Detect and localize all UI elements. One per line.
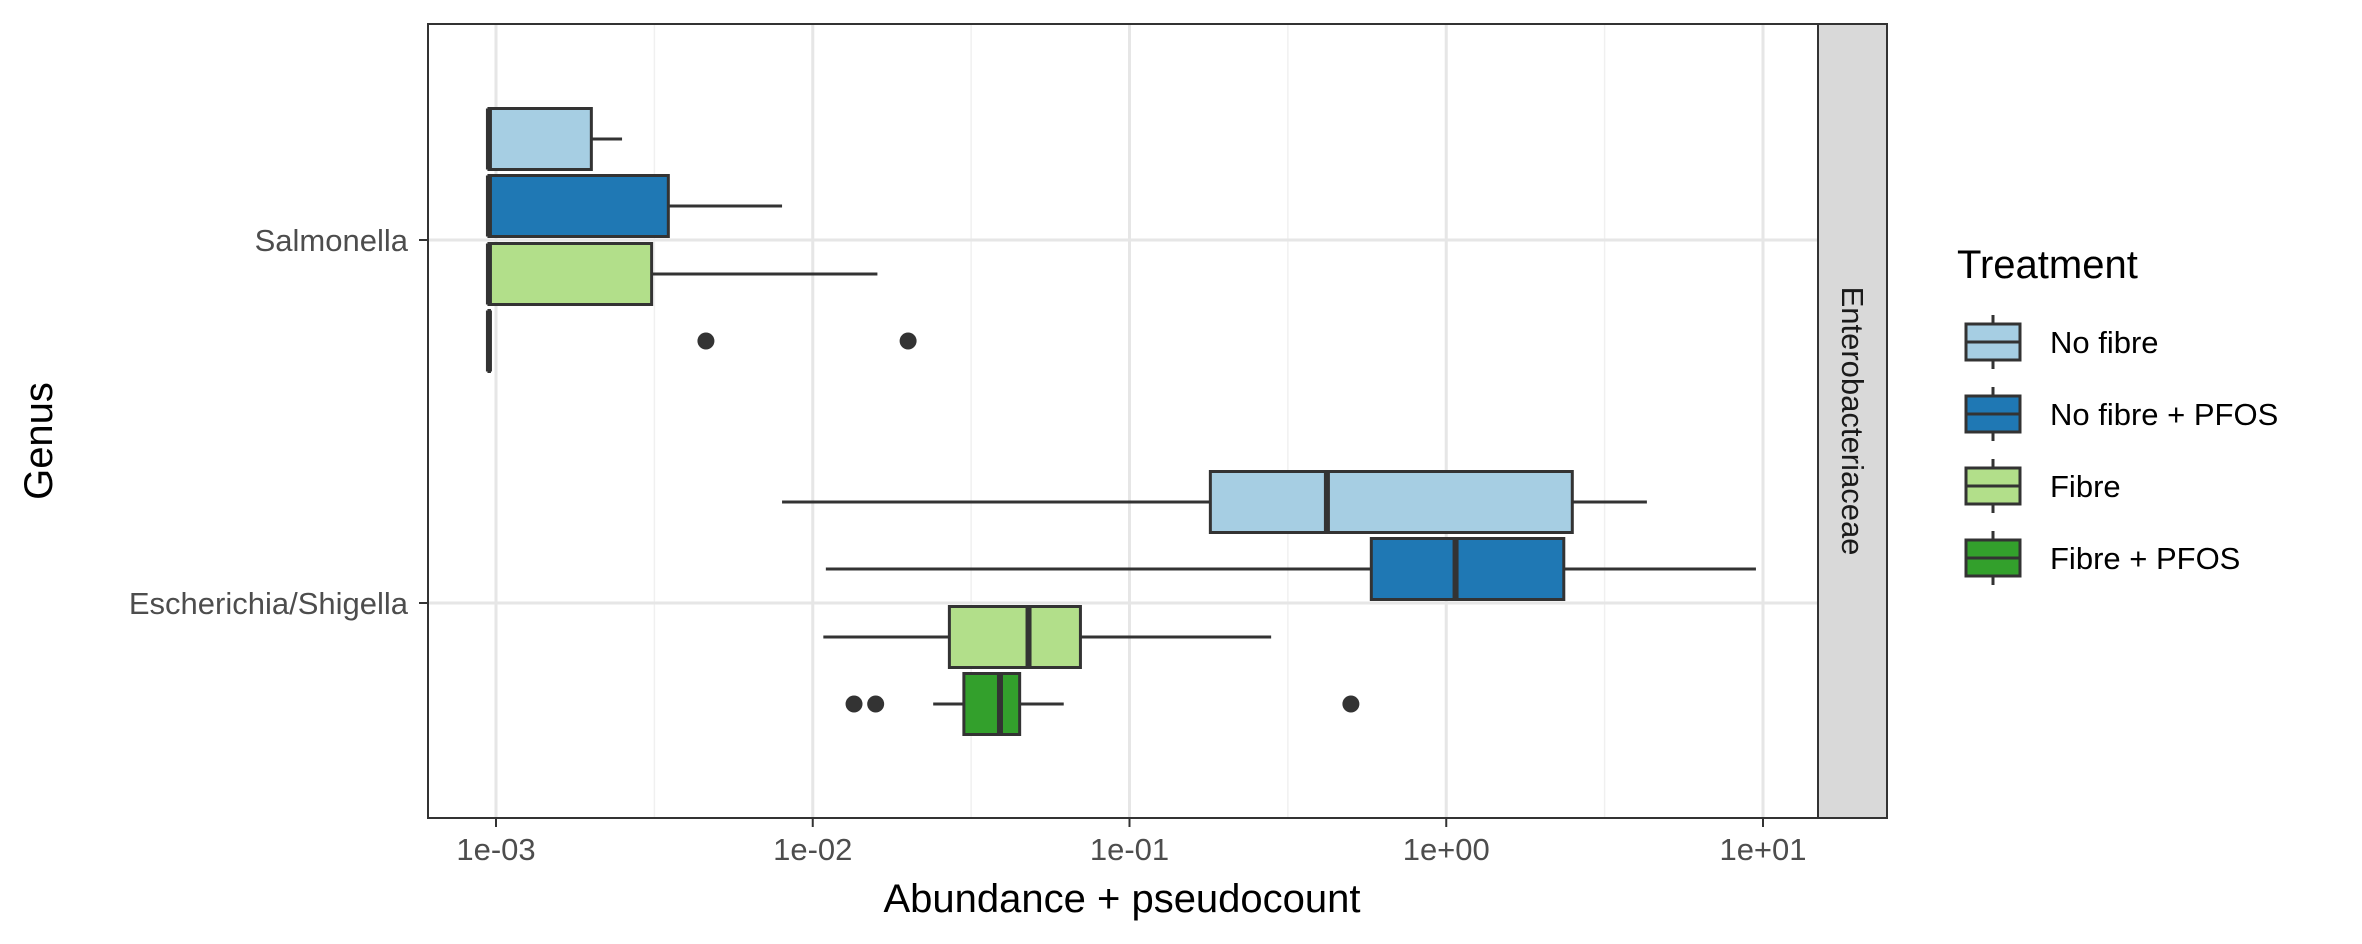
box-group xyxy=(823,605,1272,669)
box-group xyxy=(485,174,783,238)
box-series xyxy=(485,107,1756,736)
facet-strip-box xyxy=(1817,23,1888,819)
legend-item: No fibre xyxy=(1964,315,2159,369)
facet-strip-label: Enterobacteriaceae xyxy=(1835,287,1870,556)
x-tick-label: 1e-01 xyxy=(1090,832,1169,867)
legend-entries: No fibre No fibre + PFOS Fibre Fibre + PFOS xyxy=(1964,315,2278,585)
gridlines xyxy=(428,24,1818,818)
y-tick-label: Escherichia/Shigella xyxy=(129,586,409,621)
box-group xyxy=(782,470,1647,534)
box-group xyxy=(845,672,1360,736)
y-axis-title: Genus xyxy=(17,382,61,500)
box-group xyxy=(485,242,878,306)
box-group xyxy=(485,309,917,373)
box xyxy=(487,174,670,238)
x-tick-label: 1e+01 xyxy=(1719,832,1806,867)
box xyxy=(487,242,654,306)
box xyxy=(487,107,593,171)
outlier-point xyxy=(697,332,715,350)
outlier-point xyxy=(845,695,863,713)
outlier-point xyxy=(899,332,917,350)
facet-strip: Enterobacteriaceae xyxy=(1817,23,1888,819)
box xyxy=(947,605,1082,669)
box xyxy=(962,672,1022,736)
x-axis: 1e-03 1e-02 1e-01 1e+00 1e+01 xyxy=(456,818,1807,867)
legend-item: Fibre xyxy=(1964,459,2121,513)
box xyxy=(1369,537,1566,601)
x-tick-label: 1e-03 xyxy=(456,832,535,867)
box xyxy=(1208,470,1574,534)
legend-label: Fibre xyxy=(2050,469,2121,504)
legend-item: Fibre + PFOS xyxy=(1964,531,2240,585)
box-group xyxy=(825,537,1756,601)
legend-title: Treatment xyxy=(1957,243,2138,287)
x-tick-label: 1e+00 xyxy=(1403,832,1490,867)
x-tick-label: 1e-02 xyxy=(773,832,852,867)
legend-item: No fibre + PFOS xyxy=(1964,387,2278,441)
y-tick-label: Salmonella xyxy=(255,223,409,258)
outlier-point xyxy=(867,695,885,713)
y-axis: Salmonella Escherichia/Shigella xyxy=(129,223,428,621)
box-group xyxy=(485,107,623,171)
x-axis-title: Abundance + pseudocount xyxy=(883,877,1360,921)
legend-label: No fibre + PFOS xyxy=(2050,397,2278,432)
legend-label: Fibre + PFOS xyxy=(2050,541,2240,576)
outlier-point xyxy=(1342,695,1360,713)
legend: Treatment No fibre No fibre + PFOS Fibre Fi… xyxy=(1957,243,2278,585)
legend-label: No fibre xyxy=(2050,325,2159,360)
